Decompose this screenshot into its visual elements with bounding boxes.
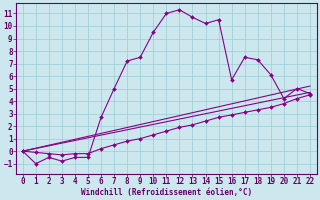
X-axis label: Windchill (Refroidissement éolien,°C): Windchill (Refroidissement éolien,°C) <box>81 188 252 197</box>
